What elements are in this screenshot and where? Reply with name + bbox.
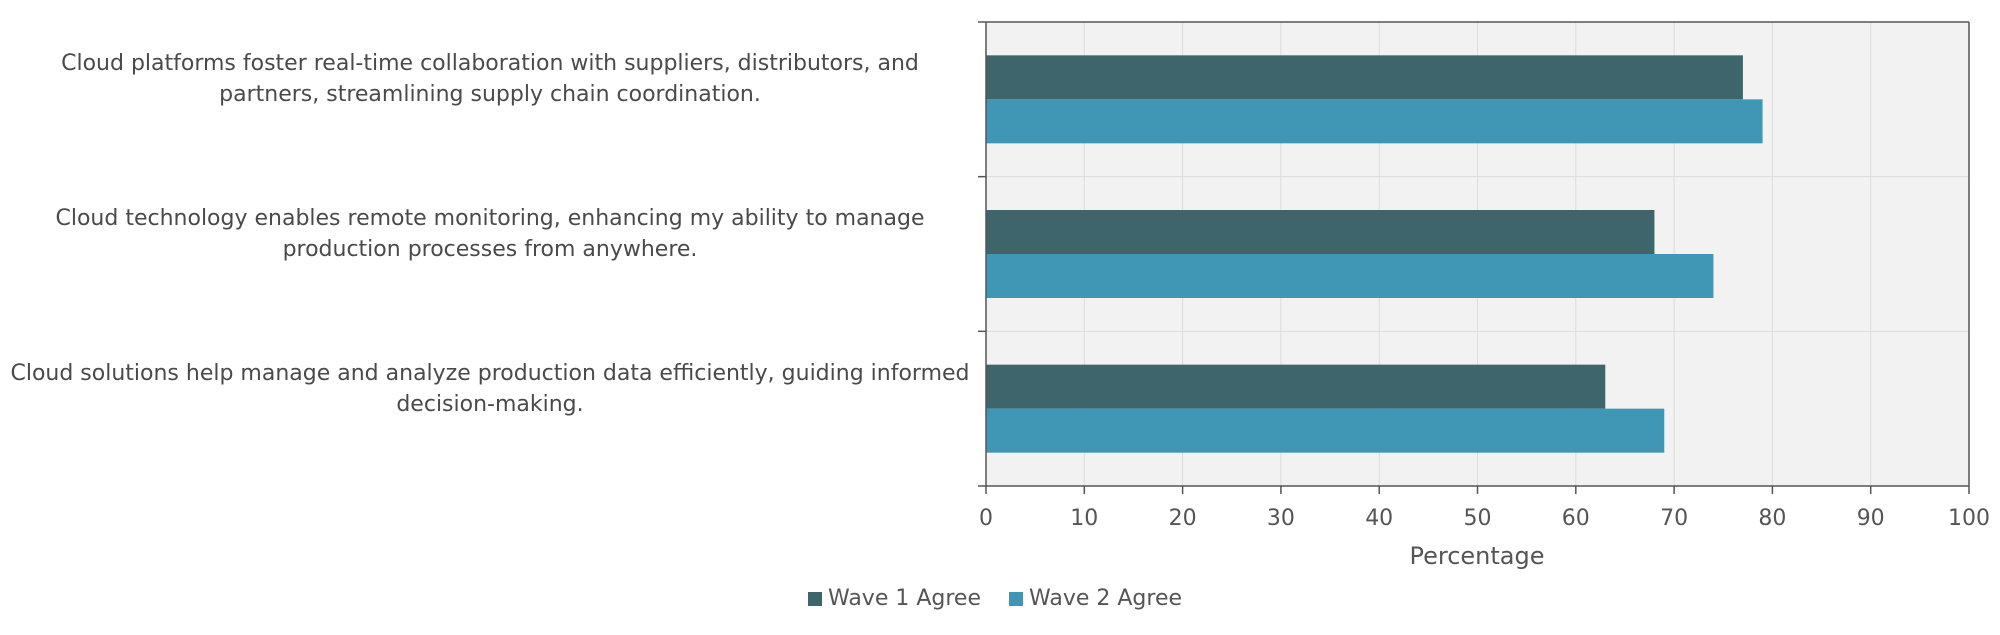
x-tick-label: 100 — [1948, 506, 1990, 531]
x-tick-label: 90 — [1857, 506, 1885, 531]
x-tick-label: 10 — [1070, 506, 1098, 531]
x-tick-label: 0 — [979, 506, 993, 531]
x-tick-label: 70 — [1660, 506, 1688, 531]
legend-item-wave-1: Wave 1 Agree — [807, 586, 981, 611]
bar-1-3 — [986, 364, 1606, 409]
category-label-2: Cloud technology enables remote monitori… — [55, 206, 925, 262]
x-tick-label: 40 — [1365, 506, 1393, 531]
category-label-1: Cloud platforms foster real-time collabo… — [61, 51, 919, 108]
x-tick-label: 60 — [1562, 506, 1590, 531]
legend-label-wave-2: Wave 2 Agree — [1029, 586, 1183, 611]
x-axis-title: Percentage — [1409, 542, 1544, 570]
legend-item-wave-2: Wave 2 Agree — [1009, 586, 1182, 611]
category-label-3: Cloud solutions help manage and analyze … — [10, 360, 970, 417]
x-tick-label: 50 — [1464, 506, 1492, 531]
legend: Wave 1 Agree Wave 2 Agree — [0, 586, 1990, 611]
x-tick-label: 20 — [1169, 506, 1197, 531]
bar-1-1 — [986, 55, 1743, 100]
bar-2-3 — [986, 408, 1665, 453]
x-ticks: 0 10 20 30 40 50 60 70 80 90 100 — [979, 486, 1990, 531]
bar-2-1 — [986, 99, 1763, 144]
legend-swatch-wave-2 — [1009, 591, 1023, 606]
x-tick-label: 80 — [1758, 506, 1786, 531]
bars — [986, 55, 1763, 453]
bar-1-2 — [986, 210, 1655, 254]
bar-2-2 — [986, 254, 1714, 298]
x-tick-label: 30 — [1267, 506, 1295, 531]
legend-label-wave-1: Wave 1 Agree — [827, 586, 981, 611]
legend-swatch-wave-1 — [807, 591, 822, 606]
